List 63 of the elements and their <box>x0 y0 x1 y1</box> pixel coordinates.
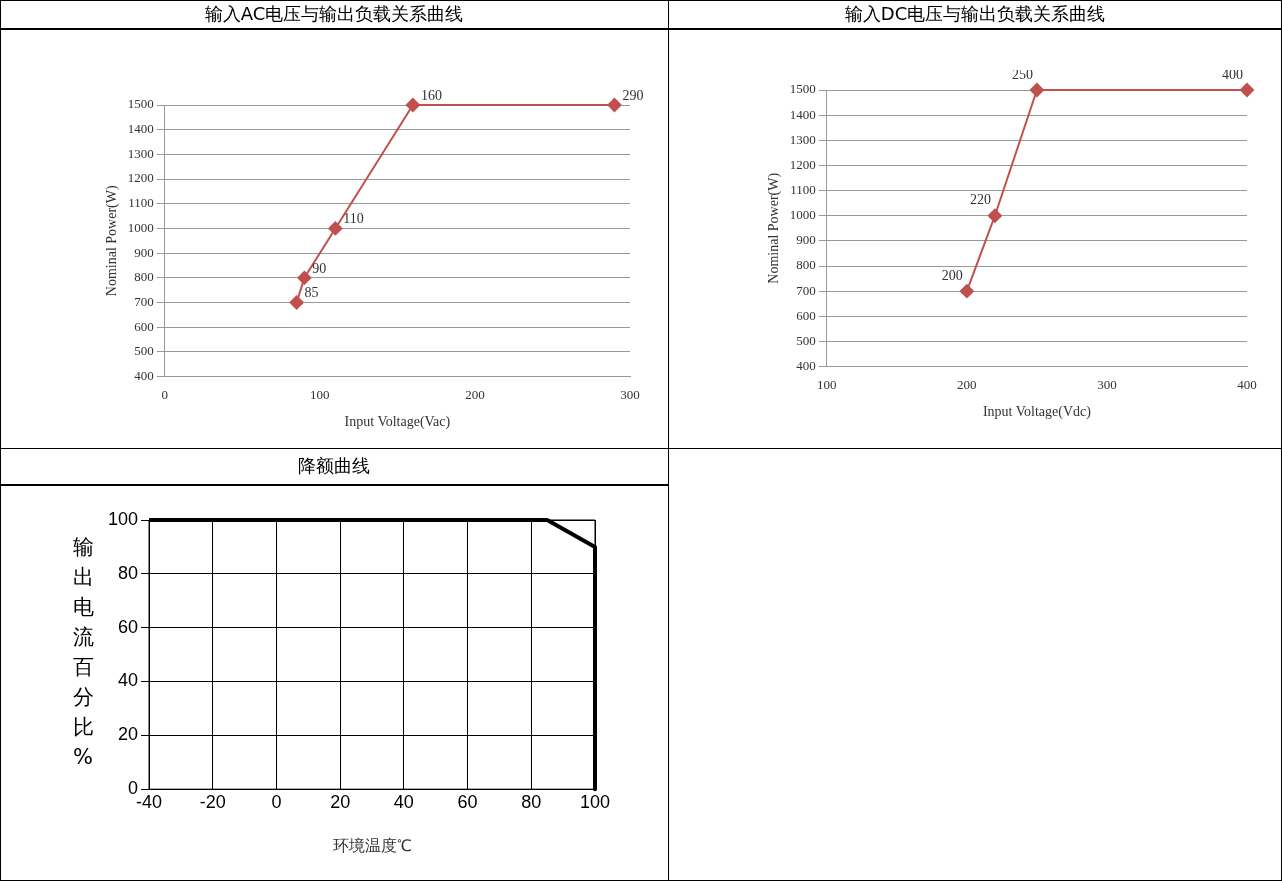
x-tick-label: 40 <box>393 791 414 812</box>
y-tick-label: 900 <box>134 244 154 260</box>
y-axis-title: 输出电流百分比% <box>71 534 95 771</box>
y-tick-label: 1100 <box>128 195 154 211</box>
x-tick-label: 0 <box>271 791 282 812</box>
x-tick-label: -40 <box>136 791 163 812</box>
y-tick-label: 700 <box>134 293 154 309</box>
y-tick-label: 80 <box>118 562 139 583</box>
y-tick-label: 1300 <box>789 131 816 147</box>
y-tick-label: 100 <box>107 508 139 529</box>
annotation: 250 <box>1011 66 1033 82</box>
x-tick-label: 20 <box>330 791 351 812</box>
y-tick-label: 1500 <box>127 96 154 112</box>
x-axis-title: Input Voltage(Vdc) <box>982 404 1092 421</box>
y-tick-label: 400 <box>796 358 816 374</box>
annotation: 400 <box>1222 66 1243 82</box>
y-tick-label: 1200 <box>789 156 816 172</box>
y-tick-label: 1400 <box>127 121 154 137</box>
x-tick-label: 100 <box>817 376 837 392</box>
y-tick-label: 600 <box>796 307 816 323</box>
x-axis-title: 环境温度℃ <box>332 836 412 854</box>
annotation: 290 <box>622 87 644 103</box>
y-tick-label: 1500 <box>789 81 816 97</box>
annotation: 110 <box>343 211 364 227</box>
chart-title: 输入AC电压与输出负载关系曲线 <box>0 0 668 30</box>
y-tick-label: 1300 <box>127 145 154 161</box>
y-tick-label: 1400 <box>789 106 816 122</box>
y-tick-label: 1100 <box>790 182 816 197</box>
x-tick-label: -20 <box>199 791 226 812</box>
y-tick-label: 1000 <box>789 207 816 223</box>
x-tick-label: 100 <box>579 791 611 812</box>
x-tick-label: 300 <box>620 386 640 402</box>
y-axis-title: Nominal Power(W) <box>766 172 783 284</box>
y-axis-title: Nominal Power(W) <box>104 185 121 297</box>
y-tick-label: 60 <box>118 616 139 637</box>
y-tick-label: 40 <box>118 670 139 691</box>
y-tick-label: 500 <box>134 343 154 359</box>
chart-title: 输入DC电压与输出负载关系曲线 <box>668 0 1282 30</box>
y-tick-label: 800 <box>796 257 816 273</box>
y-tick-label: 1000 <box>127 219 154 235</box>
annotation: 200 <box>941 267 963 283</box>
y-tick-label: 700 <box>796 282 816 298</box>
annotation: 90 <box>312 260 327 276</box>
x-tick-label: 200 <box>957 376 977 392</box>
x-tick-label: 200 <box>465 386 485 402</box>
y-tick-label: 800 <box>134 269 154 285</box>
annotation: 160 <box>420 87 442 103</box>
y-tick-label: 600 <box>134 318 154 334</box>
y-tick-label: 0 <box>128 778 139 799</box>
x-tick-label: 0 <box>161 386 169 402</box>
y-tick-label: 20 <box>118 724 139 745</box>
x-tick-label: 80 <box>521 791 542 812</box>
x-tick-label: 60 <box>457 791 478 812</box>
annotation: 220 <box>969 192 991 208</box>
x-tick-label: 400 <box>1237 376 1257 392</box>
x-axis-title: Input Voltage(Vac) <box>344 414 451 431</box>
y-tick-label: 1200 <box>127 170 154 186</box>
y-tick-label: 500 <box>796 332 816 348</box>
x-tick-label: 300 <box>1097 376 1117 392</box>
annotation: 85 <box>304 285 319 301</box>
y-tick-label: 900 <box>796 232 816 248</box>
chart-title: 降额曲线 <box>0 448 668 486</box>
x-tick-label: 100 <box>310 386 330 402</box>
